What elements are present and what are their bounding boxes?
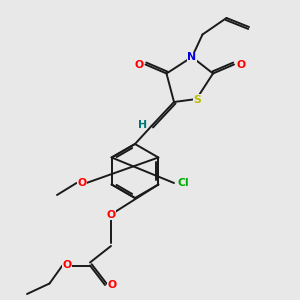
Text: S: S	[193, 94, 201, 105]
Text: O: O	[107, 280, 116, 290]
Text: O: O	[134, 59, 143, 70]
Text: H: H	[138, 119, 147, 130]
Text: N: N	[188, 52, 196, 62]
Text: O: O	[106, 209, 116, 220]
Text: O: O	[77, 178, 86, 188]
Text: Cl: Cl	[177, 178, 189, 188]
Text: O: O	[236, 59, 245, 70]
Text: O: O	[63, 260, 72, 271]
